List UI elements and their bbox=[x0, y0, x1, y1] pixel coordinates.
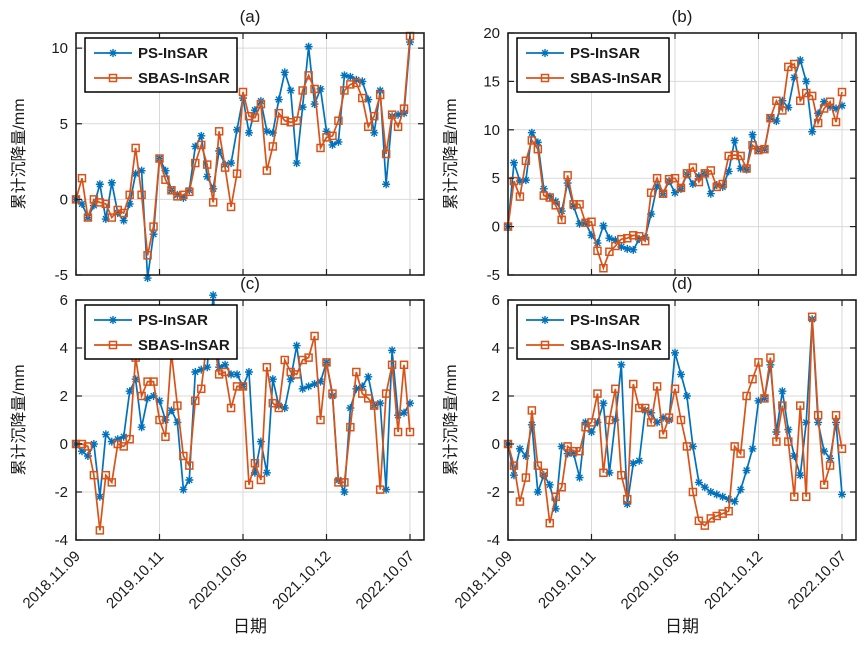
legend-label-sbas-insar: SBAS-InSAR bbox=[570, 337, 662, 354]
svg-text:0: 0 bbox=[60, 436, 68, 453]
ps-insar-markers bbox=[504, 315, 846, 513]
axes-box bbox=[75, 299, 425, 541]
svg-text:5: 5 bbox=[492, 170, 500, 187]
svg-text:0: 0 bbox=[492, 436, 500, 453]
svg-text:2021.10.12: 2021.10.12 bbox=[269, 548, 334, 613]
svg-text:2018.11.09: 2018.11.09 bbox=[452, 548, 516, 612]
legend: PS-InSAR SBAS-InSAR bbox=[516, 304, 670, 360]
legend-label-ps-insar: PS-InSAR bbox=[138, 312, 208, 329]
ps-insar-markers bbox=[72, 291, 414, 501]
legend-label-sbas-insar: SBAS-InSAR bbox=[138, 70, 230, 87]
legend-label-sbas-insar: SBAS-InSAR bbox=[138, 337, 230, 354]
y-tick-labels: -4 -2 0 2 4 6 bbox=[487, 292, 500, 549]
svg-text:4: 4 bbox=[60, 340, 68, 357]
svg-text:-5: -5 bbox=[487, 267, 500, 284]
sbas-insar-line bbox=[76, 334, 411, 531]
svg-text:-2: -2 bbox=[487, 484, 500, 501]
legend-label-ps-insar: PS-InSAR bbox=[138, 45, 208, 62]
sbas-insar-series bbox=[71, 31, 415, 260]
gridlines bbox=[508, 33, 856, 275]
sbas-insar-series bbox=[71, 331, 415, 535]
legend: PS-InSAR SBAS-InSAR bbox=[84, 37, 238, 93]
svg-text:2021.10.12: 2021.10.12 bbox=[701, 548, 766, 613]
sbas-insar-line bbox=[507, 62, 843, 271]
svg-text:10: 10 bbox=[51, 40, 68, 57]
axes-box bbox=[507, 299, 857, 541]
sbas-insar-line bbox=[507, 316, 843, 527]
sbas-insar-markers bbox=[71, 331, 415, 535]
axes-box bbox=[75, 32, 425, 276]
sbas-insar-markers bbox=[71, 31, 415, 260]
svg-text:5: 5 bbox=[60, 116, 68, 133]
svg-text:0: 0 bbox=[492, 219, 500, 236]
y-axis-label: 累计沉降量/mm bbox=[442, 364, 460, 475]
subplot-title: (a) bbox=[240, 7, 261, 26]
svg-text:2018.11.09: 2018.11.09 bbox=[20, 548, 84, 612]
legend-label-ps-insar: PS-InSAR bbox=[570, 312, 640, 329]
legend: PS-InSAR SBAS-InSAR bbox=[84, 304, 238, 360]
svg-text:6: 6 bbox=[60, 292, 68, 309]
svg-text:2: 2 bbox=[492, 388, 500, 405]
y-tick-labels: -5 0 5 10 bbox=[51, 40, 68, 284]
svg-text:20: 20 bbox=[483, 25, 500, 42]
legend-label-sbas-insar: SBAS-InSAR bbox=[570, 70, 662, 87]
x-tick-labels: 2018.11.09 2019.10.11 2020.10.05 2021.10.12… bbox=[452, 548, 850, 613]
svg-text:6: 6 bbox=[492, 292, 500, 309]
svg-text:-4: -4 bbox=[487, 532, 500, 549]
subplot-b: -5 0 5 10 15 20 累计沉降量/mm (b) PS-InSAR SBAS-InSAR bbox=[442, 7, 857, 284]
y-tick-labels: -5 0 5 10 15 20 bbox=[483, 25, 500, 284]
y-axis-label: 累计沉降量/mm bbox=[10, 364, 28, 475]
legend-label-ps-insar: PS-InSAR bbox=[570, 45, 640, 62]
svg-text:2: 2 bbox=[60, 388, 68, 405]
x-axis-label: 日期 bbox=[233, 617, 267, 636]
svg-text:-2: -2 bbox=[55, 484, 68, 501]
svg-text:2022.10.07: 2022.10.07 bbox=[353, 548, 418, 613]
svg-text:4: 4 bbox=[492, 340, 500, 357]
subplot-a: -5 0 5 10 累计沉降量/mm (a) PS-InSAR SBAS-InSAR bbox=[10, 7, 425, 284]
subplot-title: (c) bbox=[240, 274, 260, 293]
svg-text:15: 15 bbox=[483, 73, 500, 90]
sbas-insar-markers bbox=[503, 59, 847, 273]
subplot-title: (b) bbox=[672, 7, 693, 26]
subplot-title: (d) bbox=[672, 274, 693, 293]
svg-text:-5: -5 bbox=[55, 267, 68, 284]
y-tick-labels: -4 -2 0 2 4 6 bbox=[55, 292, 68, 549]
svg-text:2022.10.07: 2022.10.07 bbox=[785, 548, 850, 613]
sbas-insar-series bbox=[503, 59, 847, 273]
legend: PS-InSAR SBAS-InSAR bbox=[516, 37, 670, 93]
svg-text:2020.10.05: 2020.10.05 bbox=[618, 548, 683, 613]
svg-text:2019.10.11: 2019.10.11 bbox=[103, 548, 167, 612]
svg-text:-4: -4 bbox=[55, 532, 68, 549]
svg-text:10: 10 bbox=[483, 122, 500, 139]
x-tick-labels: 2018.11.09 2019.10.11 2020.10.05 2021.10.12… bbox=[20, 548, 418, 613]
svg-text:2019.10.11: 2019.10.11 bbox=[535, 548, 599, 612]
svg-text:0: 0 bbox=[60, 191, 68, 208]
svg-text:2020.10.05: 2020.10.05 bbox=[186, 548, 251, 613]
x-axis-label: 日期 bbox=[665, 617, 699, 636]
y-axis-label: 累计沉降量/mm bbox=[10, 98, 28, 209]
axes-box bbox=[507, 32, 857, 276]
y-axis-label: 累计沉降量/mm bbox=[442, 98, 460, 209]
